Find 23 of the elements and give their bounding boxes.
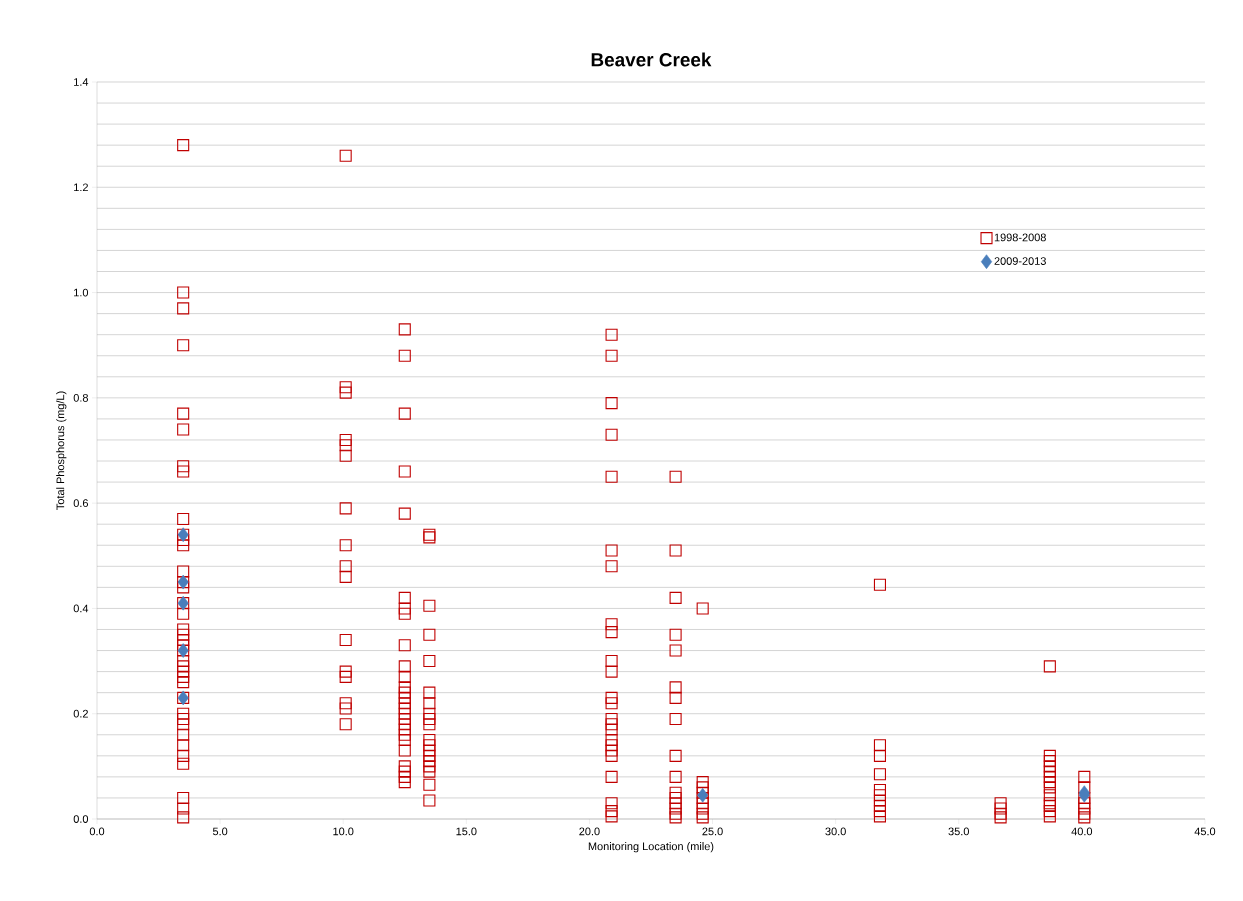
y-axis-title: Total Phosphorus (mg/L)	[56, 391, 67, 510]
x-tick-label: 30.0	[825, 827, 846, 836]
x-tick-label: 35.0	[948, 827, 969, 836]
x-tick-label: 40.0	[1071, 827, 1093, 836]
x-tick-label: 5.0	[212, 827, 228, 836]
y-tick-label: 0.4	[73, 604, 89, 613]
x-axis-title: Monitoring Location (mile)	[588, 842, 714, 853]
legend-label: 2009-2013	[994, 257, 1046, 265]
legend-label: 1998-2008	[994, 233, 1046, 242]
y-tick-label: 0.8	[73, 393, 88, 402]
y-tick-label: 1.0	[74, 288, 89, 297]
x-tick-label: 15.0	[456, 827, 477, 836]
x-tick-label: 45.0	[1194, 827, 1216, 836]
y-tick-label: 0.6	[73, 499, 88, 508]
chart-title: Beaver Creek	[591, 52, 712, 67]
y-tick-label: 1.2	[74, 183, 88, 192]
x-tick-label: 20.0	[579, 827, 600, 836]
x-tick-label: 10.0	[333, 827, 354, 836]
y-tick-label: 0.0	[73, 815, 89, 823]
x-tick-label: 25.0	[702, 827, 723, 836]
y-tick-label: 0.2	[73, 709, 88, 718]
x-tick-label: 0.0	[89, 827, 105, 836]
y-tick-label: 1.4	[74, 78, 89, 86]
